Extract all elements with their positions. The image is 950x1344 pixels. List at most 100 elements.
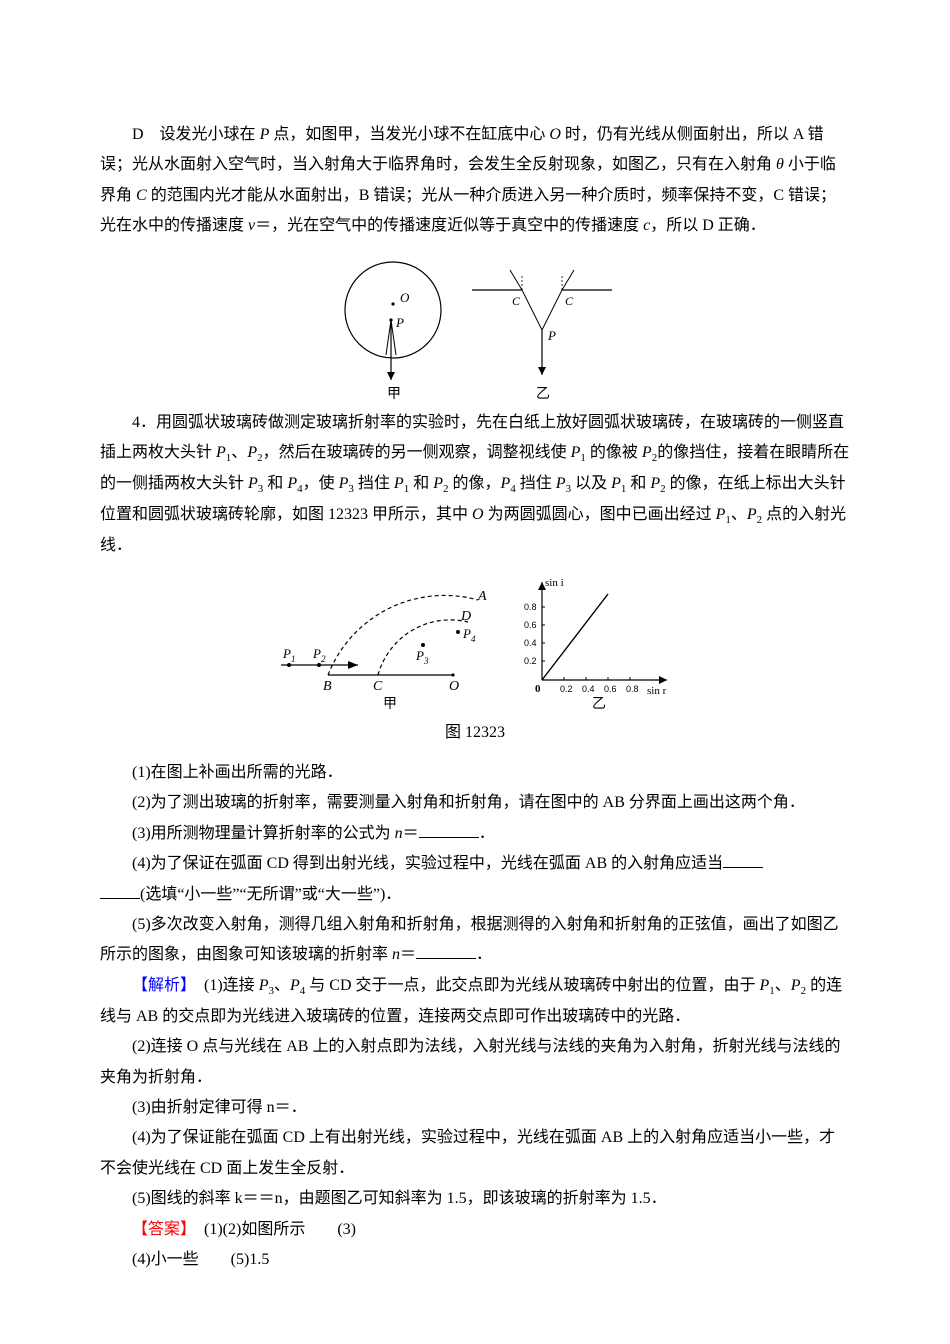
q4-2: (2)为了测出玻璃的折射率，需要测量入射角和折射角，请在图中的 AB 分界面上画… <box>100 788 850 818</box>
lbl-jia: 甲 <box>383 697 397 710</box>
var: P <box>259 977 269 994</box>
var: P <box>394 475 404 492</box>
text: 、 <box>775 977 791 994</box>
lbl: P1 <box>282 646 295 664</box>
xtick: 0.2 <box>560 684 573 694</box>
figure-1-left: O P 甲 <box>328 250 458 400</box>
answers-line1: 【答案】 (1)(2)如图所示 (3) <box>100 1215 850 1245</box>
answers-label: 【答案】 <box>132 1221 188 1238</box>
var-O: O <box>549 126 561 143</box>
lbl: P2 <box>312 646 326 664</box>
var: P <box>747 506 757 523</box>
var: O <box>472 506 484 523</box>
analysis-1: 【解析】 (1)连接 P3、P4 与 CD 交于一点，此交点即为光线从玻璃砖中射… <box>100 971 850 1032</box>
var-theta: θ <box>776 156 784 173</box>
label-C2: C <box>565 294 574 308</box>
lbl: P4 <box>462 626 476 644</box>
figure-2-right-chart: 0.2 0.4 0.6 0.8 0.2 0.4 0.6 0.8 0 sin i … <box>507 570 687 710</box>
figure-1-right: C C P 乙 <box>462 250 622 400</box>
var: P <box>650 475 660 492</box>
blank <box>416 942 476 959</box>
q4-4b: (选填“小一些”“无所谓”或“大一些”)． <box>100 880 850 910</box>
var: P <box>339 475 349 492</box>
blank <box>100 882 140 899</box>
q4-5: (5)多次改变入射角，测得几组入射角和折射角，根据测得的入射角和折射角的正弦值，… <box>100 910 850 971</box>
lbl-yi: 乙 <box>592 696 606 710</box>
lbl-D: D <box>460 609 471 624</box>
xtick: 0.6 <box>604 684 617 694</box>
ytick: 0.6 <box>524 620 537 630</box>
label-C1: C <box>512 294 521 308</box>
lbl: P3 <box>415 648 429 666</box>
text: 、 <box>231 444 247 461</box>
text: (1)连接 <box>188 977 259 994</box>
var: P <box>501 475 511 492</box>
analysis-2: (2)连接 O 点与光线在 AB 上的入射点即为法线，入射光线与法线的夹角为入射… <box>100 1032 850 1093</box>
text: (4)为了保证在弧面 CD 得到出射光线，实验过程中，光线在弧面 AB 的入射角… <box>132 855 723 872</box>
text: 、 <box>274 977 290 994</box>
blank <box>419 821 479 838</box>
var: P <box>571 444 581 461</box>
ylabel: sin i <box>545 577 564 589</box>
blank <box>723 851 763 868</box>
q4-stem: 4．用圆弧状玻璃砖做测定玻璃折射率的实验时，先在白纸上放好圆弧状玻璃砖，在玻璃砖… <box>100 408 850 562</box>
label-yi: 乙 <box>536 386 550 400</box>
text: ＝，光在空气中的传播速度近似等于真空中的传播速度 <box>255 217 643 234</box>
text: ． <box>476 946 492 963</box>
text: 、 <box>731 506 747 523</box>
text: 以及 <box>571 475 611 492</box>
figure-2-caption: 图 12­3­23 <box>100 718 850 748</box>
label-Pr: P <box>547 328 556 343</box>
xlabel: sin r <box>647 685 667 697</box>
var: P <box>760 977 770 994</box>
q4-3: (3)用所测物理量计算折射率的公式为 n＝． <box>100 819 850 849</box>
analysis-5: (5)图线的斜率 k＝＝n，由题图乙可知斜率为 1.5，即该玻璃的折射率为 1.… <box>100 1184 850 1214</box>
lbl-A: A <box>477 589 487 604</box>
origin: 0 <box>535 683 541 695</box>
lbl-B: B <box>323 679 332 694</box>
text: ，然后在玻璃砖的另一侧观察，调整视线使 <box>263 444 571 461</box>
q4-1: (1)在图上补画出所需的光路． <box>100 758 850 788</box>
text: 和 <box>409 475 433 492</box>
text: ＝ <box>400 946 416 963</box>
text: 挡住 <box>516 475 556 492</box>
text: 的像， <box>448 475 500 492</box>
var: P <box>611 475 621 492</box>
q4-4: (4)为了保证在弧面 CD 得到出射光线，实验过程中，光线在弧面 AB 的入射角… <box>100 849 850 879</box>
text: 与 CD 交于一点，此交点即为光线从玻璃砖中射出的位置，由于 <box>305 977 759 994</box>
text: ，使 <box>303 475 339 492</box>
var: P <box>642 444 652 461</box>
ytick: 0.4 <box>524 638 537 648</box>
label-P: P <box>395 315 404 330</box>
text: ，所以 D 正确． <box>650 217 766 234</box>
analysis-label: 【解析】 <box>132 977 188 994</box>
var: P <box>287 475 297 492</box>
lbl-C: C <box>373 679 383 694</box>
var: n <box>392 946 400 963</box>
var: P <box>216 444 226 461</box>
var: P <box>791 977 801 994</box>
lbl-O: O <box>449 679 459 694</box>
label-O: O <box>400 290 410 305</box>
text: 为两圆弧圆心，图中已画出经过 <box>484 506 716 523</box>
figure-2-left: P1 P2 P3 P4 A B C D O 甲 <box>263 570 503 710</box>
xtick: 0.8 <box>626 684 639 694</box>
var: n <box>395 825 403 842</box>
text: 点，如图甲，当发光小球不在缸底中心 <box>269 126 549 143</box>
var: P <box>716 506 726 523</box>
figure-1: O P 甲 C C P 乙 <box>100 250 850 400</box>
xtick: 0.4 <box>582 684 595 694</box>
var: P <box>247 444 257 461</box>
text: 和 <box>626 475 650 492</box>
text: 挡住 <box>354 475 394 492</box>
text: 和 <box>263 475 287 492</box>
text: 的像被 <box>586 444 642 461</box>
var-C: C <box>136 187 147 204</box>
answers-line2: (4)小一些 (5)1.5 <box>100 1245 850 1275</box>
text: ＝ <box>403 825 419 842</box>
figure-2: P1 P2 P3 P4 A B C D O 甲 0.2 0.4 0.6 0.8 <box>100 570 850 710</box>
var: P <box>248 475 258 492</box>
text: (3)用所测物理量计算折射率的公式为 <box>132 825 395 842</box>
var: P <box>433 475 443 492</box>
var-P: P <box>260 126 270 143</box>
